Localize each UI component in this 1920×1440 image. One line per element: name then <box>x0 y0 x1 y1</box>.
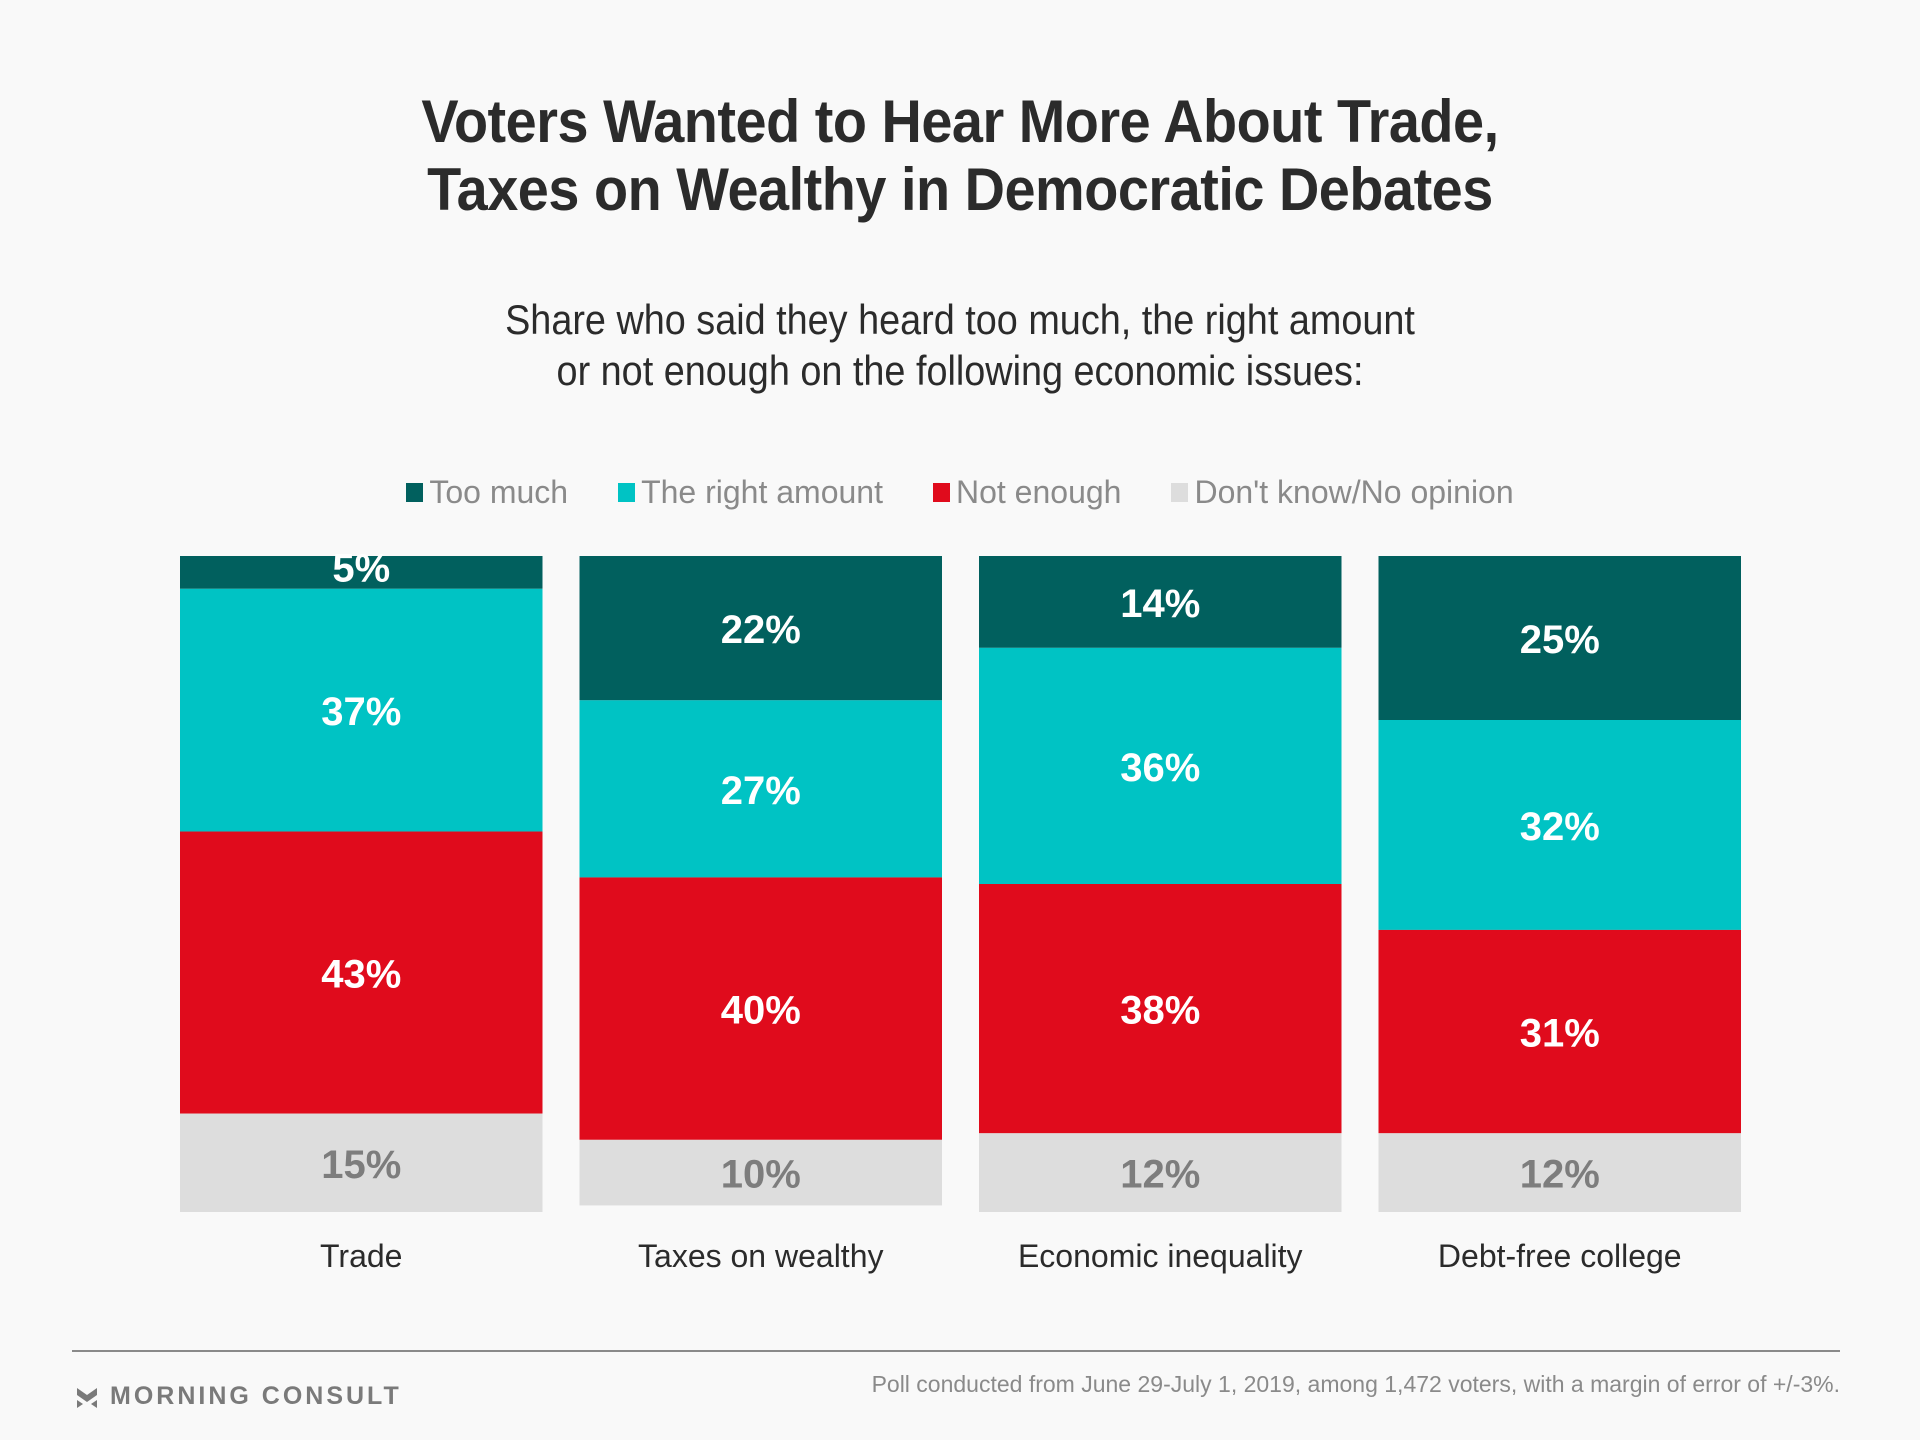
bar-segment-debt-free-college-too-much <box>1378 556 1741 720</box>
data-label-trade-don-t-know-no-opinion: 15% <box>321 1143 401 1187</box>
category-label-economic-inequality: Economic inequality <box>1018 1238 1303 1274</box>
data-label-economic-inequality-don-t-know-no-opinion: 12% <box>1120 1153 1200 1197</box>
bar-segment-taxes-on-wealthy-the-right-amount <box>579 700 942 878</box>
category-label-debt-free-college: Debt-free college <box>1438 1238 1682 1274</box>
bar-segment-debt-free-college-the-right-amount <box>1378 720 1741 930</box>
bar-segment-taxes-on-wealthy-too-much <box>579 556 942 701</box>
data-label-taxes-on-wealthy-not-enough: 40% <box>721 989 801 1033</box>
morning-consult-chevron-icon <box>77 1387 97 1408</box>
data-label-economic-inequality-too-much: 14% <box>1120 582 1200 626</box>
legend-swatch-the-right-amount <box>618 483 636 502</box>
bar-segment-debt-free-college-don-t-know-no-opinion <box>1378 1133 1741 1212</box>
data-label-trade-too-much: 5% <box>332 546 390 590</box>
legend-swatch-don-t-know-no-opinion <box>1171 483 1189 502</box>
chart-title-line-1: Voters Wanted to Hear More About Trade, <box>421 88 1499 155</box>
legend-item-not-enough: Not enough <box>932 474 1122 511</box>
brand-logo: MORNING CONSULT <box>76 1382 402 1411</box>
chart-subtitle-line-1: Share who said they heard too much, the … <box>505 296 1415 343</box>
data-label-debt-free-college-not-enough: 31% <box>1520 1012 1600 1056</box>
bar-segment-debt-free-college-not-enough <box>1378 929 1741 1134</box>
data-label-debt-free-college-too-much: 25% <box>1520 618 1600 662</box>
category-label-trade: Trade <box>320 1238 402 1274</box>
chart-subtitle: Share who said they heard too much, the … <box>96 294 1824 396</box>
category-label-taxes-on-wealthy: Taxes on wealthy <box>638 1238 883 1274</box>
brand-name: MORNING CONSULT <box>110 1382 402 1410</box>
bar-segment-economic-inequality-too-much <box>979 556 1342 648</box>
bar-segment-economic-inequality-the-right-amount <box>979 647 1342 884</box>
bar-segment-taxes-on-wealthy-not-enough <box>579 877 942 1140</box>
legend-item-don-t-know-no-opinion: Don't know/No opinion <box>1171 474 1514 511</box>
data-label-trade-the-right-amount: 37% <box>321 690 401 734</box>
legend-label: The right amount <box>641 474 883 510</box>
chart-title-line-2: Taxes on Wealthy in Democratic Debates <box>427 156 1493 223</box>
bar-segment-trade-not-enough <box>180 831 543 1114</box>
data-label-economic-inequality-the-right-amount: 36% <box>1120 746 1200 790</box>
bar-segment-trade-don-t-know-no-opinion <box>180 1113 543 1212</box>
bar-group-trade: 5% 37% 43% 15% Trade <box>180 546 543 1274</box>
chart-subtitle-line-2: or not enough on the following economic … <box>556 347 1364 394</box>
data-label-taxes-on-wealthy-too-much: 22% <box>721 608 801 652</box>
bar-segment-economic-inequality-not-enough <box>979 884 1342 1134</box>
legend-item-too-much: Too much <box>406 474 568 511</box>
bar-segment-taxes-on-wealthy-don-t-know-no-opinion <box>579 1139 942 1206</box>
data-label-debt-free-college-the-right-amount: 32% <box>1520 805 1600 849</box>
bar-segment-trade-the-right-amount <box>180 588 543 832</box>
bar-group-debt-free-college: 25% 32% 31% 12% Debt-free college <box>1378 556 1741 1274</box>
legend-label: Don't know/No opinion <box>1194 474 1514 510</box>
chart-legend: Too much The right amount Not enough Don't … <box>0 474 1920 511</box>
data-label-trade-not-enough: 43% <box>321 953 401 997</box>
data-label-debt-free-college-don-t-know-no-opinion: 12% <box>1520 1153 1600 1197</box>
footer-divider <box>72 1350 1840 1352</box>
methodology-note: Poll conducted from June 29-July 1, 2019… <box>871 1371 1840 1397</box>
legend-item-the-right-amount: The right amount <box>618 474 883 511</box>
bar-segment-trade-too-much <box>180 556 543 589</box>
data-label-taxes-on-wealthy-the-right-amount: 27% <box>721 769 801 813</box>
legend-label: Too much <box>429 474 569 510</box>
data-label-economic-inequality-not-enough: 38% <box>1120 989 1200 1033</box>
legend-swatch-not-enough <box>932 483 950 502</box>
data-label-taxes-on-wealthy-don-t-know-no-opinion: 10% <box>721 1153 801 1197</box>
legend-label: Not enough <box>955 474 1122 510</box>
legend-swatch-too-much <box>406 483 424 502</box>
bar-group-economic-inequality: 14% 36% 38% 12% Economic inequality <box>979 556 1342 1274</box>
bar-segment-economic-inequality-don-t-know-no-opinion <box>979 1133 1342 1212</box>
chart-title: Voters Wanted to Hear More About Trade, … <box>67 88 1853 224</box>
bar-group-taxes-on-wealthy: 22% 27% 40% 10% Taxes on wealthy <box>579 556 942 1274</box>
